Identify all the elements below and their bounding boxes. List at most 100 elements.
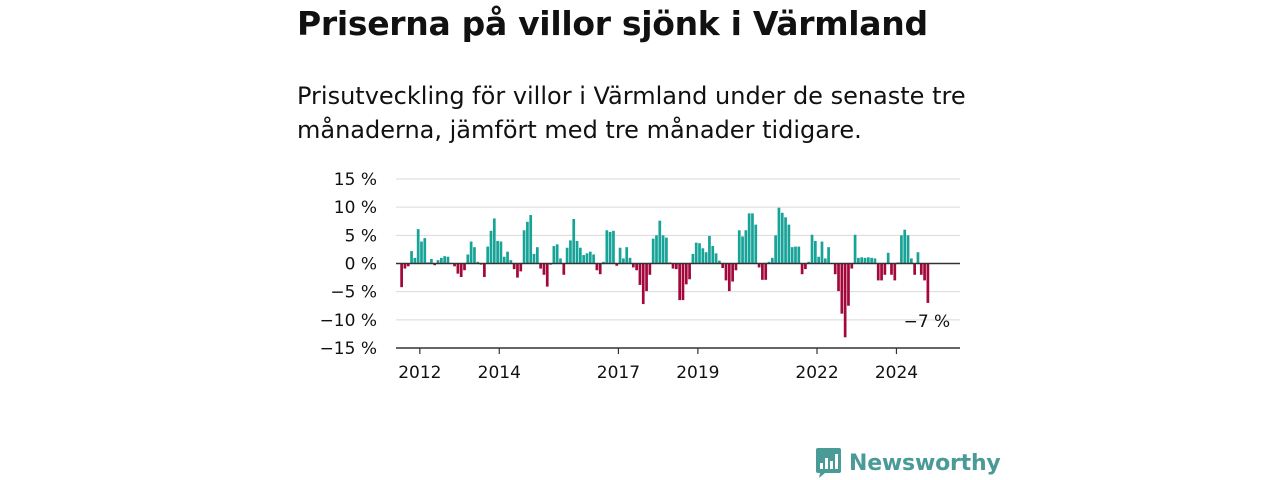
bar: [592, 254, 595, 264]
bar: [661, 235, 665, 264]
bar: [916, 252, 920, 264]
bar: [708, 235, 711, 264]
bar: [569, 240, 572, 264]
bar: [870, 257, 873, 264]
bar: [850, 263, 854, 269]
bar: [827, 247, 830, 264]
bar: [476, 261, 480, 264]
newsworthy-logo: Newsworthy: [815, 446, 1001, 480]
bars: [400, 207, 930, 338]
bar: [764, 263, 768, 280]
x-tick-label: 2019: [676, 363, 719, 383]
bar: [545, 263, 549, 287]
bar: [847, 263, 850, 306]
bar: [840, 263, 844, 314]
x-tick-label: 2022: [795, 363, 838, 383]
bar: [681, 263, 685, 301]
bar: [817, 256, 821, 264]
bar: [833, 263, 837, 275]
y-tick-label: 10 %: [334, 198, 377, 218]
last-value-label: −7 %: [904, 312, 951, 332]
x-tick-label: 2012: [398, 363, 441, 383]
bar: [797, 246, 801, 264]
bar: [529, 215, 533, 264]
bar: [555, 244, 559, 264]
bar: [780, 212, 784, 264]
bar: [439, 257, 443, 264]
bar: [804, 263, 807, 270]
bar: [641, 263, 645, 305]
bar: [542, 263, 546, 275]
bar: [913, 263, 917, 275]
bar: [704, 252, 708, 264]
bar: [469, 241, 473, 264]
bar: [658, 220, 662, 264]
bar: [866, 257, 870, 264]
bar: [565, 247, 569, 264]
y-tick-label: −10 %: [320, 311, 377, 331]
bar: [585, 253, 589, 264]
y-tick-label: 5 %: [345, 226, 377, 246]
bar: [893, 263, 897, 281]
logo-text: Newsworthy: [849, 450, 1001, 476]
bar: [651, 238, 655, 264]
y-tick-label: −15 %: [320, 339, 377, 359]
bar: [744, 230, 748, 264]
bar: [761, 263, 764, 280]
bar: [880, 263, 883, 281]
bar: [923, 263, 926, 281]
bar: [413, 257, 417, 264]
bar: [512, 263, 516, 270]
bar: [770, 257, 774, 264]
bar: [459, 263, 463, 278]
bar: [535, 247, 539, 264]
bar: [492, 218, 496, 264]
bar: [721, 263, 725, 269]
bar: [645, 263, 648, 292]
bar: [423, 238, 427, 264]
bar: [790, 247, 794, 264]
bar: [526, 221, 529, 264]
bar: [890, 263, 893, 275]
x-tick-label: 2024: [875, 363, 918, 383]
bar: [605, 230, 609, 264]
bar: [466, 254, 470, 264]
bar: [532, 253, 536, 264]
axes: [396, 262, 960, 354]
bar: [509, 260, 513, 264]
bar: [837, 263, 840, 292]
bar: [430, 258, 433, 264]
bar: [926, 263, 930, 303]
bar: [443, 256, 447, 264]
bar: [502, 256, 506, 264]
bar: [595, 263, 599, 271]
bar: [800, 263, 804, 275]
bar: [784, 217, 787, 264]
bar: [615, 263, 619, 266]
x-tick-label: 2014: [478, 363, 521, 383]
bar: [539, 263, 542, 269]
bar: [810, 234, 814, 264]
bar: [757, 263, 761, 268]
annotations: −7 %: [904, 312, 951, 332]
bar: [691, 253, 695, 264]
bar: [483, 263, 486, 278]
bar: [446, 256, 450, 264]
bar: [741, 236, 744, 264]
bar: [631, 263, 635, 268]
bar: [863, 257, 867, 264]
bar: [433, 263, 437, 266]
bar: [909, 258, 913, 264]
bar: [873, 258, 877, 264]
bar: [734, 263, 738, 271]
bar: [777, 207, 781, 264]
newsworthy-chart-icon: [816, 448, 841, 478]
bar: [588, 251, 592, 264]
bar: [598, 263, 602, 275]
bar: [608, 231, 612, 264]
bar: [453, 263, 456, 267]
bar: [671, 263, 675, 269]
bar: [857, 257, 860, 264]
bar: [403, 263, 407, 269]
bar: [665, 237, 668, 264]
